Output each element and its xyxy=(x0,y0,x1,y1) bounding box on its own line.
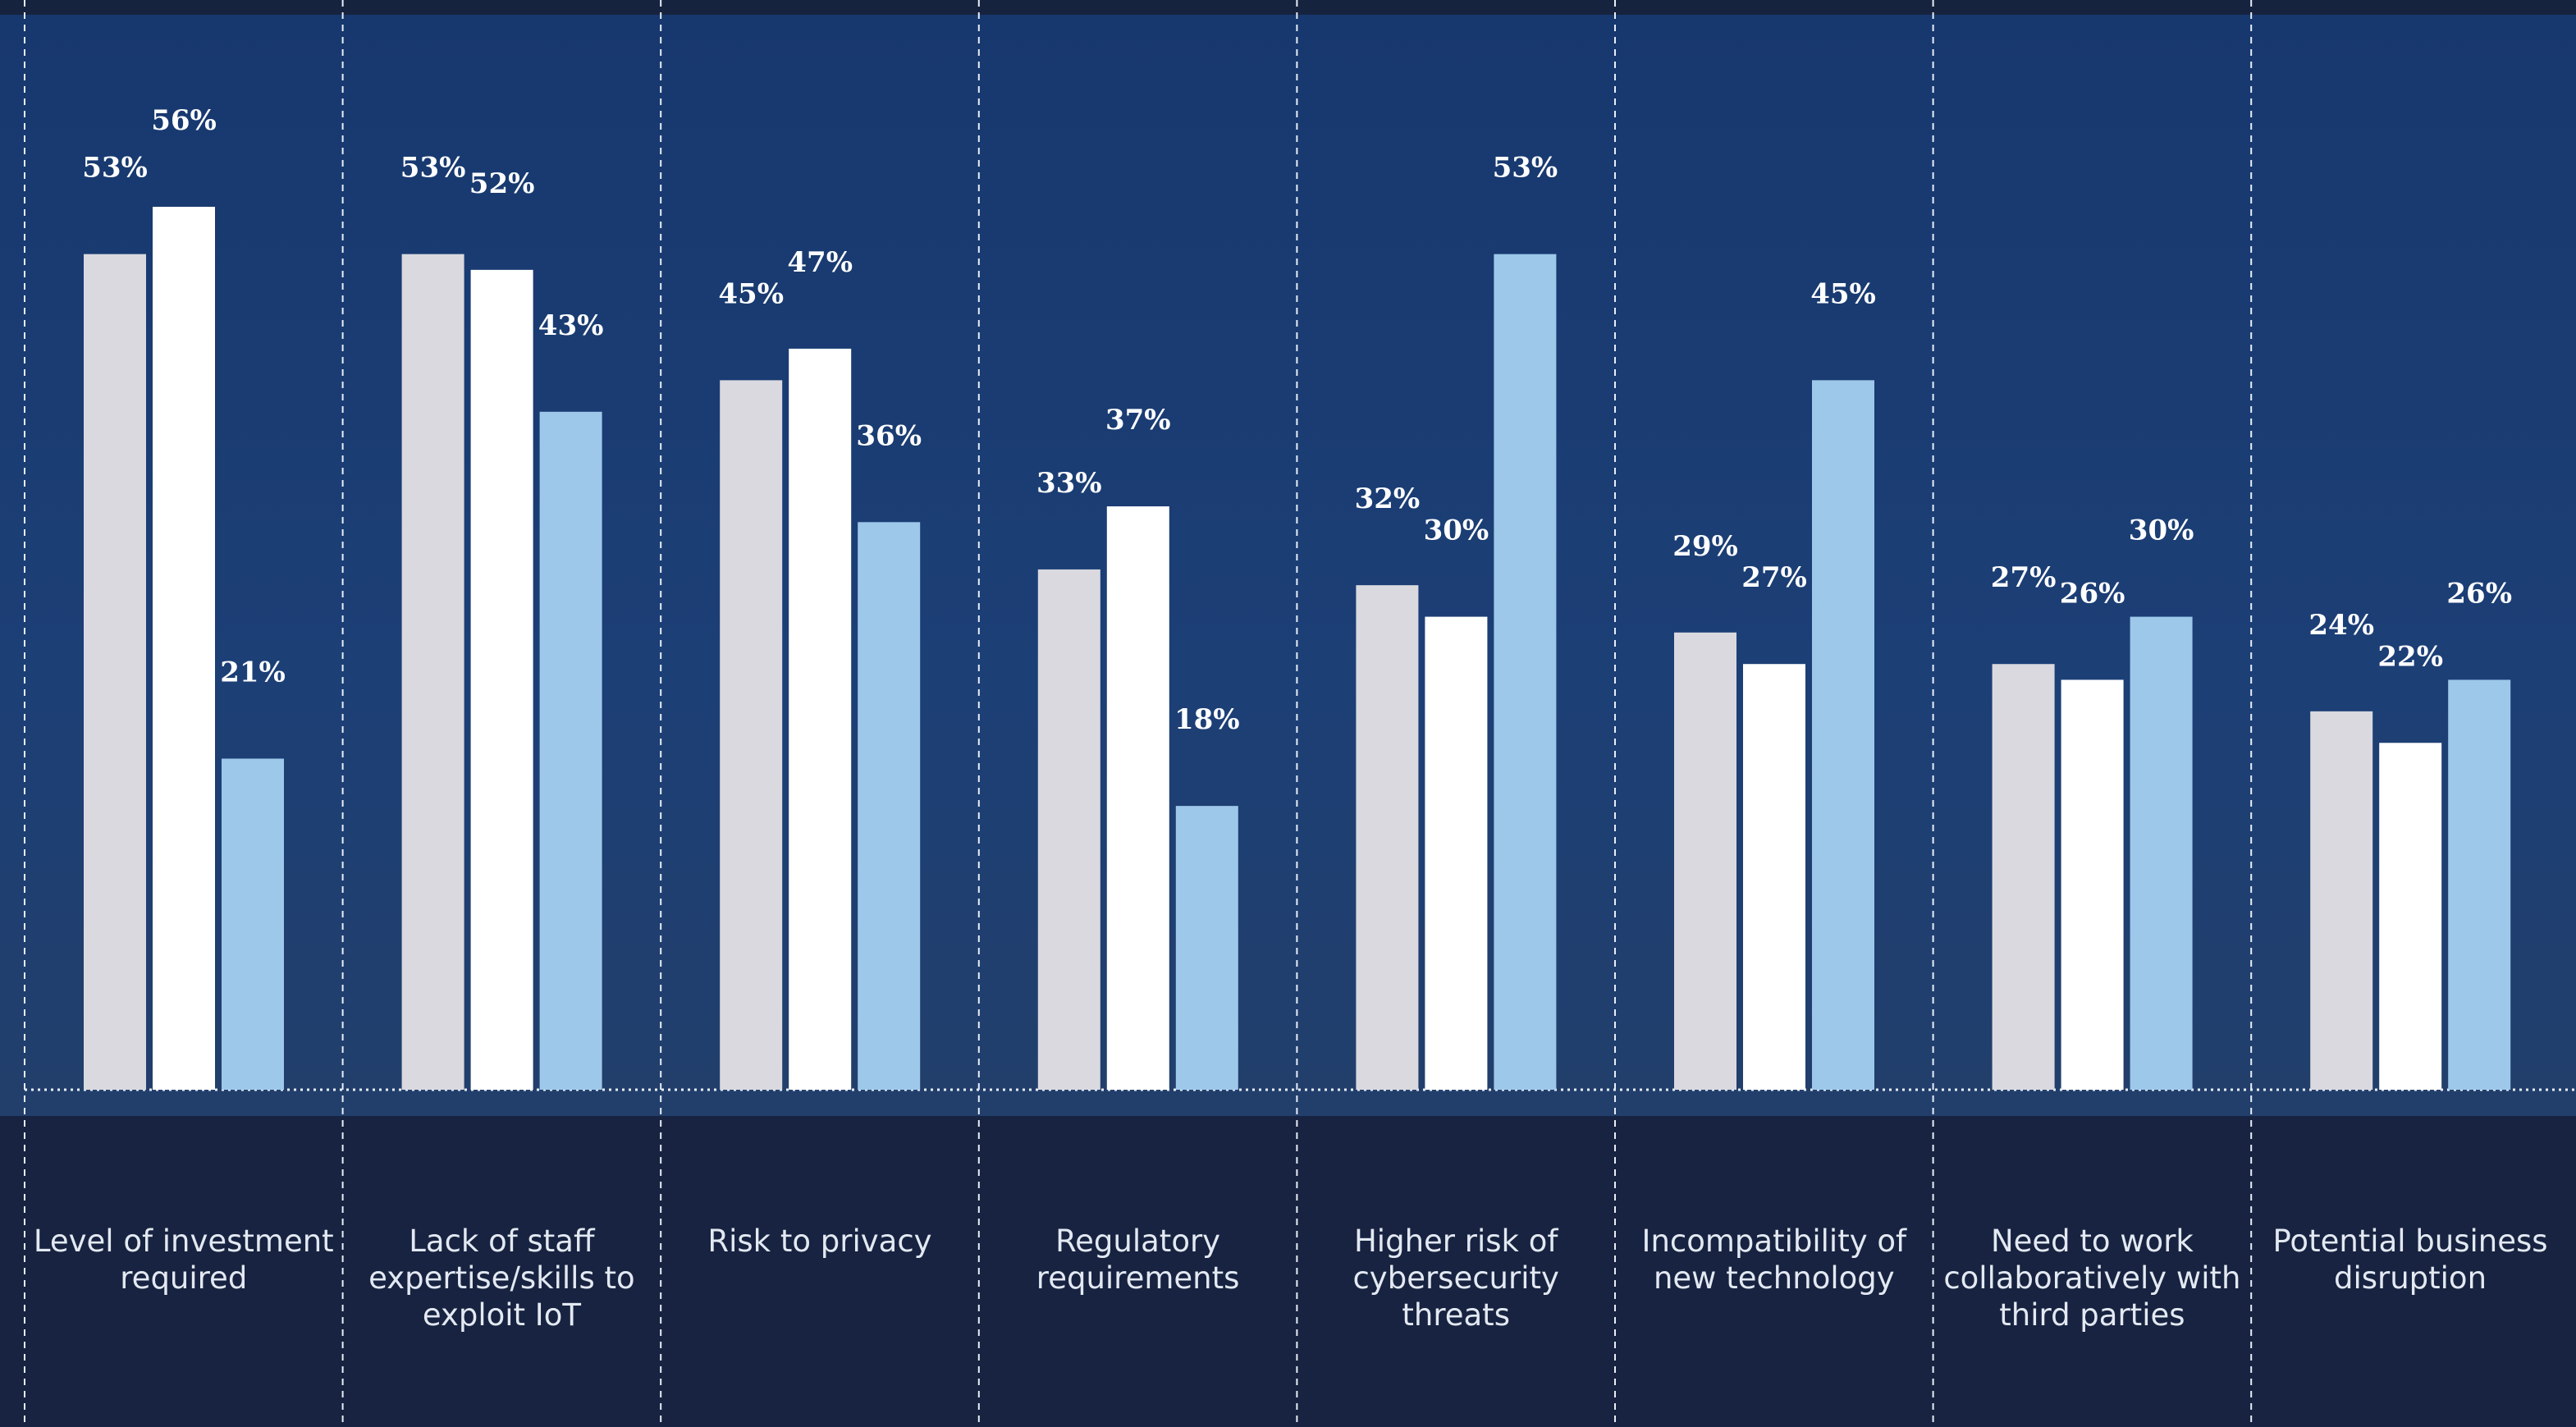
value-label: 53% xyxy=(1493,152,1558,185)
value-label: 52% xyxy=(469,167,535,200)
value-label: 22% xyxy=(2377,640,2443,673)
background-top xyxy=(0,0,2576,15)
bar xyxy=(1037,569,1100,1090)
value-label: 37% xyxy=(1105,404,1171,437)
bar xyxy=(1743,664,1805,1090)
bar xyxy=(1494,254,1557,1091)
bar xyxy=(2310,711,2373,1090)
value-label: 26% xyxy=(2446,577,2512,610)
bar xyxy=(539,411,602,1090)
value-label: 53% xyxy=(400,152,466,185)
value-label: 36% xyxy=(856,419,922,452)
bar xyxy=(1356,585,1419,1090)
bar xyxy=(2130,616,2193,1090)
value-label: 29% xyxy=(1672,530,1738,563)
x-tick-label: Lack of staff expertise/skills to exploi… xyxy=(368,1223,635,1333)
value-label: 30% xyxy=(2129,515,2194,547)
value-label: 45% xyxy=(718,277,784,310)
bar xyxy=(470,269,533,1090)
value-label: 43% xyxy=(538,309,604,342)
bar xyxy=(720,380,783,1090)
x-tick-label: Regulatory requirements xyxy=(1036,1223,1240,1296)
value-label: 33% xyxy=(1036,467,1102,500)
bar xyxy=(1106,506,1169,1090)
value-label: 45% xyxy=(1810,277,1876,310)
x-tick-label: Risk to privacy xyxy=(707,1223,932,1259)
value-label: 18% xyxy=(1174,703,1240,736)
value-label: 53% xyxy=(82,152,148,185)
value-label: 21% xyxy=(220,656,286,689)
bar xyxy=(789,348,852,1090)
bar xyxy=(84,254,146,1091)
bar xyxy=(401,254,464,1091)
x-tick-label: Need to work collaboratively with third … xyxy=(1943,1223,2241,1333)
value-label: 56% xyxy=(151,104,217,137)
x-tick-label: Level of investment required xyxy=(33,1223,334,1296)
bar xyxy=(2448,679,2511,1090)
value-label: 27% xyxy=(1991,561,2057,594)
bar xyxy=(153,207,215,1090)
bar xyxy=(1812,380,1874,1090)
value-label: 26% xyxy=(2060,577,2125,610)
value-label: 47% xyxy=(787,246,853,279)
bar xyxy=(1175,806,1238,1090)
bar xyxy=(2379,743,2442,1090)
value-label: 27% xyxy=(1741,561,1807,594)
bar xyxy=(2061,679,2124,1090)
x-tick-label: Higher risk of cybersecurity threats xyxy=(1352,1223,1559,1333)
value-label: 32% xyxy=(1355,483,1421,515)
bar xyxy=(222,758,284,1090)
bar xyxy=(1674,632,1736,1090)
x-tick-label: Potential business disruption xyxy=(2272,1223,2548,1296)
bar xyxy=(858,522,921,1090)
bar xyxy=(1425,616,1488,1090)
x-tick-label: Incompatibility of new technology xyxy=(1641,1223,1907,1296)
value-label: 30% xyxy=(1424,515,1489,547)
bar xyxy=(1992,664,2055,1090)
value-label: 24% xyxy=(2308,609,2374,642)
